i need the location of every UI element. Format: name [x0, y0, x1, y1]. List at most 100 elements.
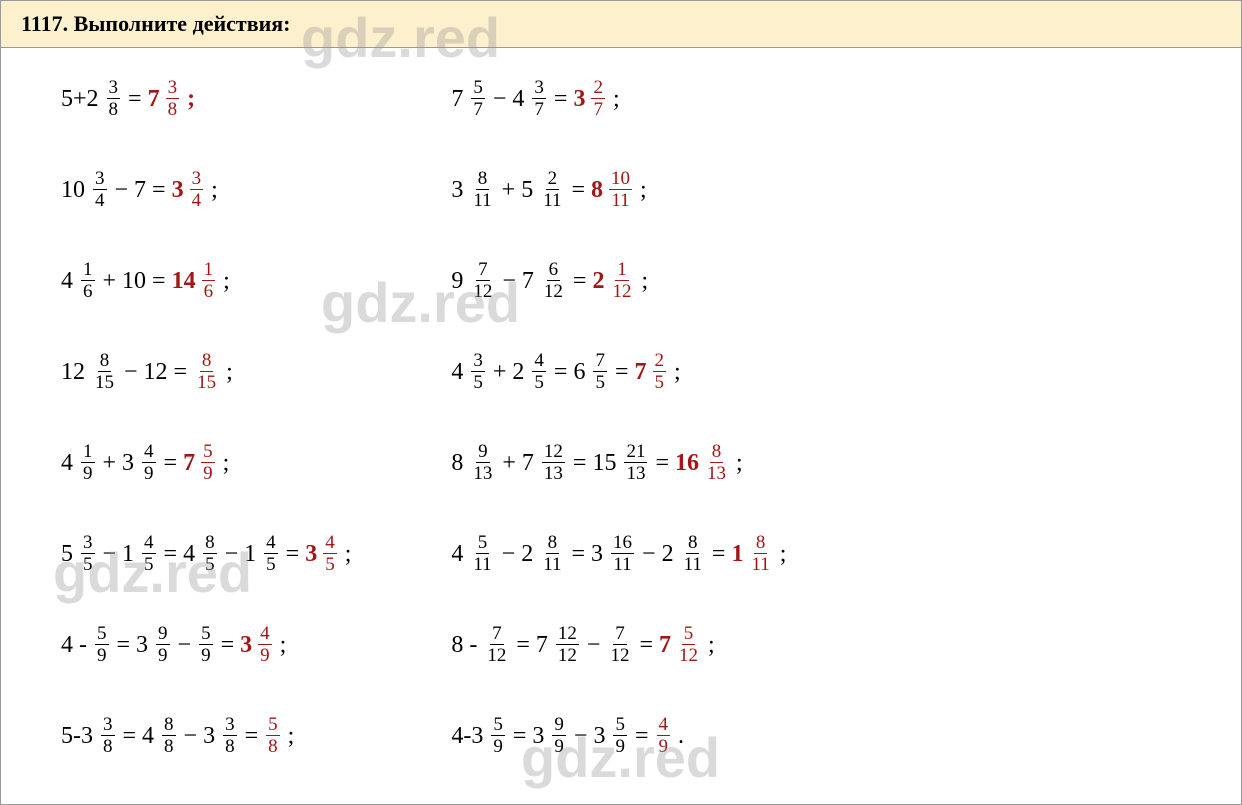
fraction: 35: [81, 533, 95, 574]
math-text: ;: [736, 451, 743, 475]
equation: 3 811 + 5211 = 81011 ;: [451, 169, 786, 210]
fraction: 612: [542, 260, 565, 301]
column-right: 7 57 − 437 = 327 ;3 811 + 5211 = 81011 ;…: [451, 78, 786, 756]
math-text: ;: [780, 542, 787, 566]
fraction: 811: [749, 533, 771, 574]
fraction: 88: [162, 715, 176, 756]
math-text: − 1: [103, 542, 135, 566]
fraction: 38: [107, 78, 121, 119]
equation: 8 913 + 71213 = 152113 = 16813 ;: [451, 442, 786, 483]
fraction: 811: [682, 533, 704, 574]
equation: 5-3 38 = 488 − 338 = 58 ;: [61, 715, 351, 756]
fraction: 59: [201, 442, 215, 483]
fraction: 99: [552, 715, 566, 756]
fraction: 1213: [542, 442, 565, 483]
fraction: 45: [323, 533, 337, 574]
math-text: ;: [345, 542, 352, 566]
equation: 8 - 712 = 71212 − 712 = 7512 ;: [451, 624, 786, 665]
math-text: =: [245, 724, 259, 748]
math-text: ;: [181, 86, 195, 112]
answer: 1416: [172, 260, 218, 301]
math-text: 4: [451, 360, 463, 384]
math-text: 7: [451, 87, 463, 111]
mixed-number: 759: [183, 442, 217, 483]
math-text: − 3: [574, 724, 606, 748]
math-text: ;: [641, 269, 648, 293]
equation: 4-3 59 = 399 − 359 = 49 .: [451, 715, 786, 756]
fraction: 59: [613, 715, 627, 756]
answer: 349: [240, 624, 274, 665]
equation: 4 - 59 = 399 − 59 = 349 ;: [61, 624, 351, 665]
math-text: ;: [223, 451, 230, 475]
math-text: + 10 =: [103, 269, 166, 293]
math-text: 12: [61, 360, 85, 384]
fraction: 99: [156, 624, 170, 665]
equation: 4 16 + 10 = 1416 ;: [61, 260, 351, 301]
answer: 327: [573, 78, 607, 119]
math-text: ;: [674, 360, 681, 384]
math-text: − 1: [225, 542, 257, 566]
math-text: ;: [640, 178, 647, 202]
answer: 1811: [731, 533, 773, 574]
column-left: 5+238 = 738 ;10 34 − 7 = 334 ;4 16 + 10 …: [61, 78, 351, 756]
fraction: 16: [81, 260, 95, 301]
math-text: = 6: [554, 360, 586, 384]
fraction: 75: [593, 351, 607, 392]
equation: 5 35 − 145 = 485 − 145 = 345 ;: [61, 533, 351, 574]
fraction: 811: [541, 533, 563, 574]
mixed-number: 7512: [659, 624, 702, 665]
fraction: 815: [93, 351, 116, 392]
math-text: 4: [451, 542, 463, 566]
fraction: 511: [471, 533, 493, 574]
answer: 49: [655, 715, 673, 756]
fraction: 1212: [556, 624, 579, 665]
math-text: 4-3: [451, 724, 483, 748]
exercise-title: 1117. Выполните действия:: [21, 11, 291, 36]
equation: 4 35 + 245 = 675 = 725 ;: [451, 351, 786, 392]
equation: 4 19 + 349 = 759 ;: [61, 442, 351, 483]
exercise-header: 1117. Выполните действия:: [1, 0, 1241, 48]
fraction: 2113: [624, 442, 647, 483]
fraction: 34: [190, 169, 204, 210]
equation: 10 34 − 7 = 334 ;: [61, 169, 351, 210]
math-text: + 5: [502, 178, 534, 202]
fraction: 37: [532, 78, 546, 119]
math-text: − 7 =: [115, 178, 166, 202]
math-text: −: [587, 633, 601, 657]
fraction: 38: [166, 78, 180, 119]
fraction: 27: [591, 78, 605, 119]
fraction: 38: [101, 715, 115, 756]
math-text: =: [286, 542, 300, 566]
mixed-number: 334: [172, 169, 206, 210]
fraction: 59: [491, 715, 505, 756]
math-text: = 4: [164, 542, 196, 566]
math-text: =: [128, 87, 142, 111]
math-text: =: [164, 451, 178, 475]
answer: 725: [635, 351, 669, 392]
math-text: 5: [61, 542, 73, 566]
fraction: 34: [93, 169, 107, 210]
math-text: 9: [451, 269, 463, 293]
math-text: = 7: [516, 633, 548, 657]
math-text: − 3: [184, 724, 216, 748]
math-text: 8: [451, 451, 463, 475]
math-text: =: [615, 360, 629, 384]
math-text: ;: [226, 360, 233, 384]
fraction: 19: [81, 442, 95, 483]
fraction: 59: [95, 624, 109, 665]
content-area: 5+238 = 738 ;10 34 − 7 = 334 ;4 16 + 10 …: [1, 48, 1241, 776]
fraction: 35: [471, 351, 485, 392]
math-text: 8 -: [451, 633, 477, 657]
math-text: = 3: [117, 633, 149, 657]
fraction: 712: [608, 624, 631, 665]
fraction: 815: [195, 351, 218, 392]
mixed-number: 349: [240, 624, 274, 665]
equation: 9 712 − 7612 = 2112 ;: [451, 260, 786, 301]
math-text: =: [712, 542, 726, 566]
math-text: =: [635, 724, 649, 748]
fraction: 712: [485, 624, 508, 665]
answer: 759: [183, 442, 217, 483]
math-text: ;: [223, 269, 230, 293]
answer: 2112: [592, 260, 635, 301]
math-text: −: [178, 633, 192, 657]
